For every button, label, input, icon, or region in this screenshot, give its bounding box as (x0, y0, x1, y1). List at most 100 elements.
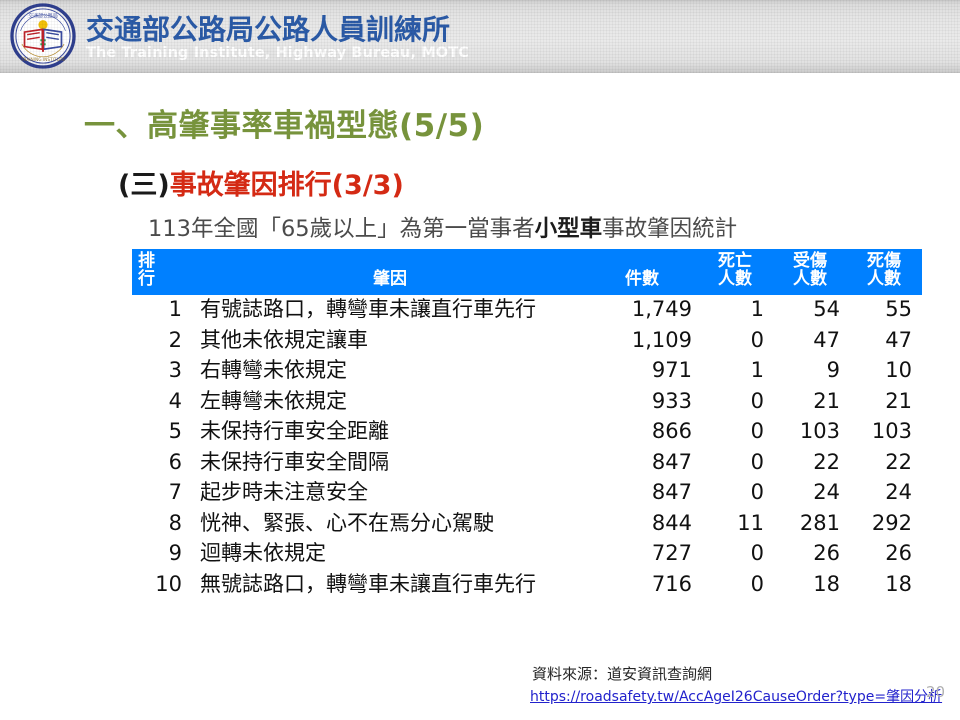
cell-injuries: 9 (826, 358, 840, 383)
cell-injuries: 103 (799, 419, 840, 444)
cell-injuries: 24 (813, 480, 840, 505)
cell-rank: 10 (155, 571, 182, 596)
cell-casualties: 10 (885, 358, 912, 383)
table-row: 6 未保持行車安全間隔 847 0 22 22 (132, 447, 922, 478)
cell-rank: 2 (168, 327, 182, 352)
cell-injuries: 21 (813, 388, 840, 413)
table-header: 排 行 肇因 件數 死亡 人數 受傷 人數 死傷 人數 (132, 249, 922, 295)
column-header-injuries-line1: 受傷 (793, 251, 827, 271)
table-header-row: 排 行 肇因 件數 死亡 人數 受傷 人數 死傷 人數 (132, 249, 922, 295)
column-header-cause-label: 肇因 (373, 269, 407, 290)
svg-text:TRAINING INSTITUTE: TRAINING INSTITUTE (20, 57, 65, 63)
cell-rank: 4 (168, 388, 182, 413)
cell-injuries: 18 (813, 571, 840, 596)
training-institute-emblem-icon: 交通部公路局 TRAINING INSTITUTE (10, 3, 76, 69)
cell-cause: 未保持行車安全間隔 (200, 449, 389, 474)
cell-casualties: 26 (885, 541, 912, 566)
cell-deaths: 1 (750, 297, 764, 322)
table-row: 10 無號誌路口，轉彎車未讓直行車先行 716 0 18 18 (132, 569, 922, 600)
table-row: 5 未保持行車安全距離 866 0 103 103 (132, 417, 922, 448)
cell-cases: 847 (651, 449, 692, 474)
column-header-casualties-line2: 人數 (867, 269, 901, 290)
cell-rank: 7 (168, 480, 182, 505)
cell-deaths: 0 (750, 480, 764, 505)
table-row: 3 右轉彎未依規定 971 1 9 10 (132, 356, 922, 387)
slide-header-band: 交通部公路局 TRAINING INSTITUTE 交通部公路局公路人員訓練所 … (0, 0, 960, 73)
table-body: 1 有號誌路口，轉彎車未讓直行車先行 1,749 1 54 55 2 其他未依規定讓車 1,10… (132, 295, 922, 600)
column-header-cases: 件數 (590, 249, 700, 295)
slide-main-title: 一、高肇事率車禍型態(5/5) (84, 108, 485, 144)
table-row: 9 迴轉未依規定 727 0 26 26 (132, 539, 922, 570)
accident-cause-ranking-table: 排 行 肇因 件數 死亡 人數 受傷 人數 死傷 人數 (132, 249, 922, 600)
cell-rank: 6 (168, 449, 182, 474)
cell-injuries: 22 (813, 449, 840, 474)
cell-deaths: 1 (750, 358, 764, 383)
organization-title: 交通部公路局公路人員訓練所 (86, 13, 451, 46)
statistics-title-prefix: 113年全國「65歲以上」為第一當事者 (148, 216, 535, 242)
sub-title-highlight: 事故肇因排行(3/3) (169, 170, 404, 201)
cell-deaths: 11 (737, 510, 764, 535)
cell-cases: 866 (651, 419, 692, 444)
cell-rank: 8 (168, 510, 182, 535)
column-header-rank: 排 行 (132, 249, 190, 295)
cell-cases: 933 (651, 388, 692, 413)
cell-cases: 844 (651, 510, 692, 535)
cell-cases: 847 (651, 480, 692, 505)
cell-casualties: 22 (885, 449, 912, 474)
cell-cause: 起步時未注意安全 (200, 480, 368, 505)
cell-rank: 1 (168, 297, 182, 322)
cell-cause: 右轉彎未依規定 (200, 358, 347, 383)
column-header-injuries: 受傷 人數 (774, 249, 850, 295)
cell-deaths: 0 (750, 419, 764, 444)
statistics-title: 113年全國「65歲以上」為第一當事者小型車事故肇因統計 (148, 211, 737, 243)
source-label: 資料來源：道安資訊查詢網 (532, 665, 713, 683)
cell-cases: 1,749 (631, 297, 692, 322)
column-header-injuries-line2: 人數 (793, 269, 827, 290)
cell-injuries: 281 (799, 510, 840, 535)
cell-casualties: 55 (885, 297, 912, 322)
cell-cause: 無號誌路口，轉彎車未讓直行車先行 (200, 571, 536, 596)
cell-cause: 迴轉未依規定 (200, 541, 326, 566)
column-header-casualties: 死傷 人數 (850, 249, 922, 295)
cell-deaths: 0 (750, 327, 764, 352)
column-header-rank-line1: 排 (138, 251, 155, 271)
cell-injuries: 54 (813, 297, 840, 322)
slide-sub-title: (三)事故肇因排行(3/3) (118, 163, 404, 202)
column-header-deaths-line2: 人數 (718, 269, 752, 290)
column-header-rank-line2: 行 (138, 269, 155, 290)
column-header-deaths: 死亡 人數 (700, 249, 774, 295)
cell-cause: 有號誌路口，轉彎車未讓直行車先行 (200, 297, 536, 322)
cell-casualties: 47 (885, 327, 912, 352)
cell-rank: 3 (168, 358, 182, 383)
cell-cases: 971 (651, 358, 692, 383)
table-row: 8 恍神、緊張、心不在焉分心駕駛 844 11 281 292 (132, 508, 922, 539)
column-header-cause: 肇因 (190, 249, 590, 295)
cell-rank: 5 (168, 419, 182, 444)
cell-cause: 恍神、緊張、心不在焉分心駕駛 (200, 510, 494, 535)
cell-injuries: 47 (813, 327, 840, 352)
cell-casualties: 21 (885, 388, 912, 413)
cell-deaths: 0 (750, 449, 764, 474)
svg-text:交通部公路局: 交通部公路局 (28, 13, 58, 20)
cell-casualties: 24 (885, 480, 912, 505)
column-header-deaths-line1: 死亡 (718, 251, 752, 271)
cell-casualties: 103 (871, 419, 912, 444)
statistics-title-emphasis: 小型車 (534, 216, 603, 242)
source-url-link[interactable]: https://roadsafety.tw/AccAgeI26CauseOrde… (530, 689, 943, 705)
statistics-title-suffix: 事故肇因統計 (602, 216, 738, 242)
cell-cases: 727 (651, 541, 692, 566)
cell-injuries: 26 (813, 541, 840, 566)
page-number: 20 (926, 683, 946, 701)
cell-rank: 9 (168, 541, 182, 566)
cell-cause: 未保持行車安全距離 (200, 419, 389, 444)
cell-casualties: 292 (871, 510, 912, 535)
organization-subtitle: The Training Institute, Highway Bureau, … (86, 45, 469, 61)
cell-cases: 1,109 (631, 327, 692, 352)
column-header-cases-label: 件數 (625, 269, 659, 290)
table-row: 1 有號誌路口，轉彎車未讓直行車先行 1,749 1 54 55 (132, 295, 922, 326)
table-row: 2 其他未依規定讓車 1,109 0 47 47 (132, 325, 922, 356)
cell-cases: 716 (651, 571, 692, 596)
cell-deaths: 0 (750, 571, 764, 596)
sub-title-paren: (三) (118, 170, 170, 201)
table-row: 4 左轉彎未依規定 933 0 21 21 (132, 386, 922, 417)
